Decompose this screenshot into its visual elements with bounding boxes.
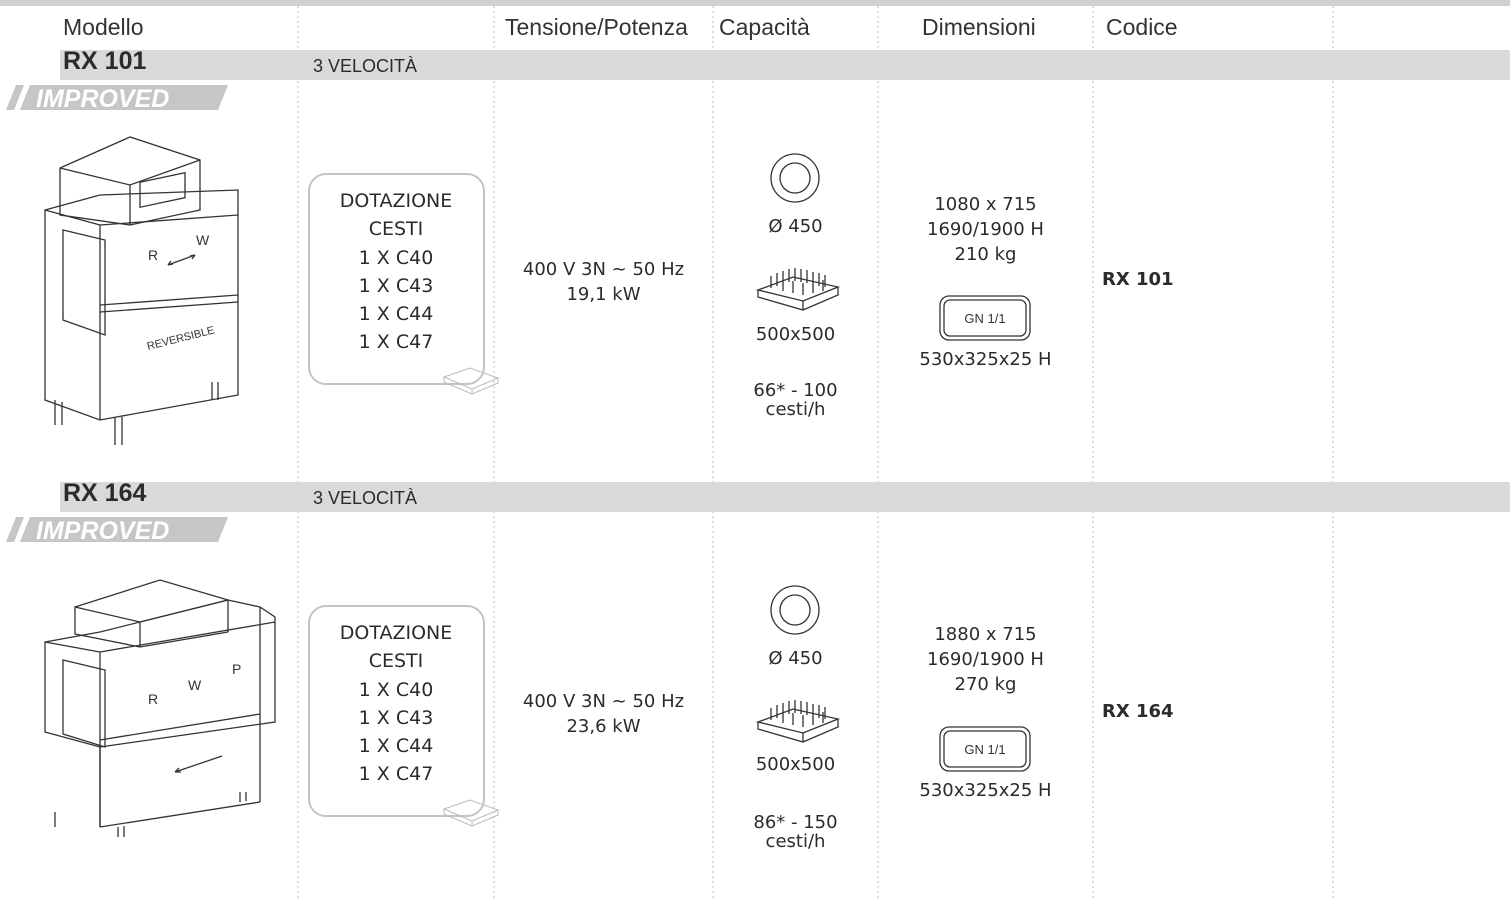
machine-label: W xyxy=(196,232,210,248)
header-cell: Capacità xyxy=(719,14,810,41)
equipment-line: 1 X C43 xyxy=(298,704,494,732)
product-row: RX 164 3 VELOCITÀ IMPROVED R W P DOTAZIO… xyxy=(0,482,1510,912)
gn-label: GN 1/1 xyxy=(964,742,1005,757)
capacity-icons-part-part xyxy=(780,595,810,625)
rate: 66* - 100 cesti/h xyxy=(713,381,878,419)
equipment-line: 1 X C47 xyxy=(298,760,494,788)
equipment-line: DOTAZIONE xyxy=(298,619,494,647)
header-cell: Codice xyxy=(1106,14,1178,41)
dimension-line: 210 kg xyxy=(878,242,1093,267)
machine-part xyxy=(175,756,222,772)
badge-part xyxy=(6,517,24,542)
equipment-line: 1 X C44 xyxy=(298,732,494,760)
machine-drawing: IMPROVED R W P xyxy=(0,482,300,912)
machine-part xyxy=(75,580,228,647)
power-line: 19,1 kW xyxy=(494,282,713,307)
machine-label: REVERSIBLE xyxy=(146,325,216,353)
plate-size: Ø 450 xyxy=(713,214,878,239)
machine-part xyxy=(140,173,185,208)
machine-part xyxy=(45,210,100,225)
badge-text: IMPROVED xyxy=(36,85,169,113)
power: 400 V 3N ~ 50 Hz 19,1 kW xyxy=(494,257,713,307)
basket-size: 500x500 xyxy=(713,752,878,777)
rate-line: cesti/h xyxy=(713,400,878,419)
basket-icon xyxy=(440,797,502,827)
machine-part xyxy=(45,642,100,652)
machine-part xyxy=(168,255,195,265)
equipment-line: DOTAZIONE xyxy=(298,187,494,215)
speed: 3 VELOCITÀ xyxy=(313,56,417,77)
capacity-icons-part-part xyxy=(758,709,838,733)
machine-part xyxy=(60,160,200,185)
capacity-icons-part-part xyxy=(758,719,838,742)
badge: IMPROVED xyxy=(6,517,228,545)
gn-size: 530x325x25 H xyxy=(878,347,1093,372)
badge-part xyxy=(6,85,24,110)
rate: 86* - 150 cesti/h xyxy=(713,813,878,851)
page: {"header":{"columns":["Modello","Tension… xyxy=(0,0,1510,900)
equipment: DOTAZIONE CESTI 1 X C40 1 X C43 1 X C44 … xyxy=(298,619,494,789)
machine-part xyxy=(100,622,275,652)
basket-icon-part xyxy=(444,800,498,826)
rate-line: 66* - 100 xyxy=(713,381,878,400)
machine-label: W xyxy=(188,677,202,693)
power-line: 400 V 3N ~ 50 Hz xyxy=(494,257,713,282)
speed: 3 VELOCITÀ xyxy=(313,488,417,509)
gn-size: 530x325x25 H xyxy=(878,778,1093,803)
dimensions: 1080 x 715 1690/1900 H 210 kg xyxy=(878,192,1093,267)
machine-label: R xyxy=(148,691,158,707)
basket-icon-part-part xyxy=(444,377,498,394)
capacity-icons-part-part xyxy=(758,287,838,310)
machine-drawing: IMPROVED R W REVERSIBLE xyxy=(0,50,300,480)
capacity-icons-part-part xyxy=(758,277,838,301)
gn-icon: GN 1/1 xyxy=(939,295,1031,341)
dimension-line: 1690/1900 H xyxy=(878,647,1093,672)
basket-icon-part-part xyxy=(444,809,498,826)
machine-label: P xyxy=(232,661,241,677)
rate-line: 86* - 150 xyxy=(713,813,878,832)
plate-size: Ø 450 xyxy=(713,646,878,671)
equipment-line: 1 X C40 xyxy=(298,244,494,272)
basket-icon xyxy=(440,365,502,395)
power-line: 23,6 kW xyxy=(494,714,713,739)
basket-size: 500x500 xyxy=(713,322,878,347)
machine-part xyxy=(63,660,105,747)
equipment-line: 1 X C44 xyxy=(298,300,494,328)
capacity-icons-part-part xyxy=(771,586,819,634)
basket-icon-part xyxy=(444,368,498,394)
machine-part xyxy=(100,802,260,827)
power: 400 V 3N ~ 50 Hz 23,6 kW xyxy=(494,689,713,739)
equipment-line: 1 X C40 xyxy=(298,676,494,704)
gn-icon: GN 1/1 xyxy=(939,726,1031,772)
header-cell: Dimensioni xyxy=(922,14,1036,41)
dimension-line: 1080 x 715 xyxy=(878,192,1093,217)
power-line: 400 V 3N ~ 50 Hz xyxy=(494,689,713,714)
grid-lines-part xyxy=(0,0,1510,6)
equipment-line: 1 X C43 xyxy=(298,272,494,300)
badge-text: IMPROVED xyxy=(36,517,169,545)
code: RX 101 xyxy=(1102,269,1174,290)
header-cell: Tensione/Potenza xyxy=(505,14,688,41)
machine xyxy=(45,137,238,445)
dimension-line: 1880 x 715 xyxy=(878,622,1093,647)
dimension-line: 1690/1900 H xyxy=(878,217,1093,242)
dimension-line: 270 kg xyxy=(878,672,1093,697)
machine-part xyxy=(45,190,238,420)
capacity-icons-part-part xyxy=(780,163,810,193)
equipment-line: CESTI xyxy=(298,647,494,675)
header-cell: Modello xyxy=(63,14,144,41)
gn-label: GN 1/1 xyxy=(964,311,1005,326)
dimensions: 1880 x 715 1690/1900 H 270 kg xyxy=(878,622,1093,697)
equipment-line: CESTI xyxy=(298,215,494,243)
machine-part xyxy=(63,230,105,335)
equipment: DOTAZIONE CESTI 1 X C40 1 X C43 1 X C44 … xyxy=(298,187,494,357)
code: RX 164 xyxy=(1102,701,1174,722)
equipment-line: 1 X C47 xyxy=(298,328,494,356)
product-row: RX 101 3 VELOCITÀ IMPROVED R W REVERSIBL… xyxy=(0,50,1510,480)
machine xyxy=(45,580,275,837)
capacity-icons-part-part xyxy=(771,154,819,202)
rate-line: cesti/h xyxy=(713,832,878,851)
machine-label: R xyxy=(148,247,158,263)
badge: IMPROVED xyxy=(6,85,228,113)
